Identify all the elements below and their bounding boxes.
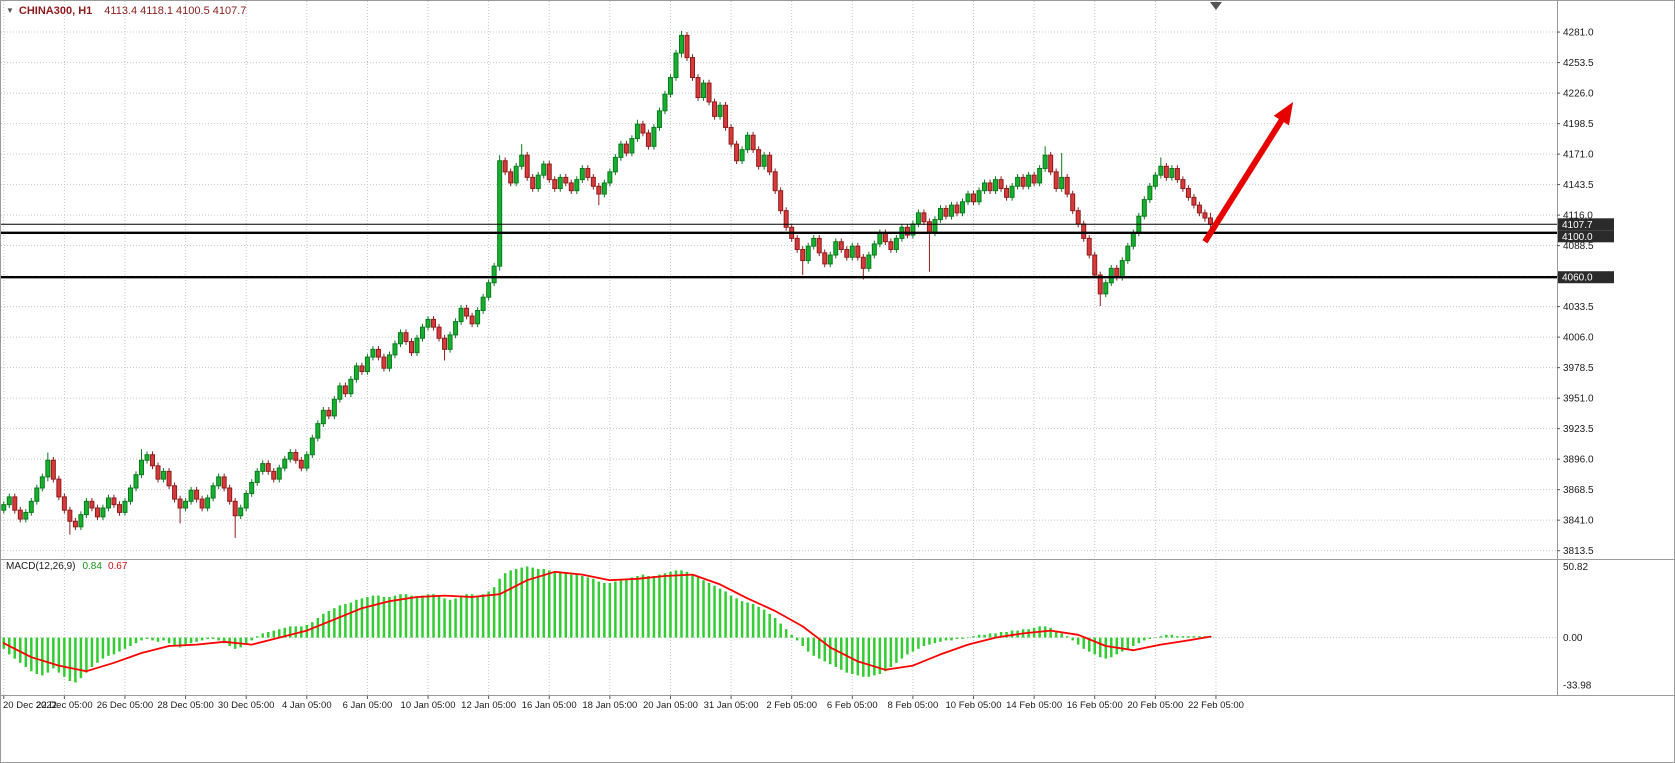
macd-signal-line xyxy=(2,570,1212,673)
svg-text:16 Feb 05:00: 16 Feb 05:00 xyxy=(1067,700,1123,711)
svg-text:2 Feb 05:00: 2 Feb 05:00 xyxy=(766,700,817,711)
macd-axis-label: 50.82 xyxy=(1563,562,1588,573)
macd-indicator-label: MACD(12,26,9) 0.84 0.67 xyxy=(6,561,127,572)
svg-text:16 Jan 05:00: 16 Jan 05:00 xyxy=(522,700,577,711)
svg-text:26 Dec 05:00: 26 Dec 05:00 xyxy=(97,700,154,711)
svg-text:20 Dec 2022: 20 Dec 2022 xyxy=(3,700,57,711)
price-axis-labels: 4281.0 4253.5 4226.0 4198.5 4171.0 4143.5 4116… xyxy=(1557,28,1594,557)
svg-text:4107.7: 4107.7 xyxy=(1562,220,1593,231)
svg-text:3868.5: 3868.5 xyxy=(1563,485,1594,496)
svg-text:4226.0: 4226.0 xyxy=(1563,89,1594,100)
svg-text:28 Dec 05:00: 28 Dec 05:00 xyxy=(157,700,214,711)
svg-text:12 Jan 05:00: 12 Jan 05:00 xyxy=(461,700,516,711)
svg-text:8 Feb 05:00: 8 Feb 05:00 xyxy=(888,700,939,711)
svg-text:20 Jan 05:00: 20 Jan 05:00 xyxy=(643,700,698,711)
macd-histogram xyxy=(2,566,1212,683)
trend-arrow[interactable] xyxy=(1202,101,1294,244)
svg-text:30 Dec 05:00: 30 Dec 05:00 xyxy=(218,700,275,711)
svg-text:18 Jan 05:00: 18 Jan 05:00 xyxy=(582,700,637,711)
svg-text:4100.0: 4100.0 xyxy=(1562,232,1593,243)
svg-text:10 Jan 05:00: 10 Jan 05:00 xyxy=(401,700,456,711)
svg-text:14 Feb 05:00: 14 Feb 05:00 xyxy=(1006,700,1062,711)
svg-text:4281.0: 4281.0 xyxy=(1563,28,1594,39)
price-badge-4100.0: 4100.0 xyxy=(1558,230,1614,243)
svg-text:6 Jan 05:00: 6 Jan 05:00 xyxy=(343,700,393,711)
svg-text:4006.0: 4006.0 xyxy=(1563,333,1594,344)
svg-text:31 Jan 05:00: 31 Jan 05:00 xyxy=(704,700,759,711)
svg-text:22 Feb 05:00: 22 Feb 05:00 xyxy=(1188,700,1244,711)
macd-axis-label: 0.00 xyxy=(1563,633,1583,644)
macd-name: MACD(12,26,9) xyxy=(6,561,76,572)
candles xyxy=(1,30,1213,538)
svg-text:22 Dec 05:00: 22 Dec 05:00 xyxy=(36,700,93,711)
symbol-dropdown-icon[interactable]: ▼ xyxy=(6,6,14,15)
macd-axis-label: -33.98 xyxy=(1563,681,1592,692)
svg-text:4171.0: 4171.0 xyxy=(1563,150,1594,161)
svg-text:3896.0: 3896.0 xyxy=(1563,455,1594,466)
macd-main-value: 0.84 xyxy=(82,561,102,572)
svg-text:3978.5: 3978.5 xyxy=(1563,363,1594,374)
pane-separators xyxy=(1,1,1674,696)
svg-text:4198.5: 4198.5 xyxy=(1563,119,1594,130)
ohlc-readout: 4113.4 4118.1 4100.5 4107.7 xyxy=(104,5,247,17)
macd-signal-value: 0.67 xyxy=(107,561,128,572)
chart-shift-marker[interactable] xyxy=(1209,2,1222,10)
svg-text:4143.5: 4143.5 xyxy=(1563,180,1594,191)
svg-text:3841.0: 3841.0 xyxy=(1563,516,1594,527)
svg-text:3951.0: 3951.0 xyxy=(1563,394,1594,405)
price-badge-4060.0: 4060.0 xyxy=(1558,271,1614,284)
svg-text:4088.5: 4088.5 xyxy=(1563,241,1594,252)
svg-text:4253.5: 4253.5 xyxy=(1563,58,1594,69)
horizontal-gridlines xyxy=(1,31,1557,639)
svg-text:4033.5: 4033.5 xyxy=(1563,302,1594,313)
svg-text:3923.5: 3923.5 xyxy=(1563,424,1594,435)
svg-text:4 Jan 05:00: 4 Jan 05:00 xyxy=(282,700,332,711)
svg-text:4116.0: 4116.0 xyxy=(1563,211,1593,222)
svg-text:4060.0: 4060.0 xyxy=(1562,273,1593,284)
svg-text:6 Feb 05:00: 6 Feb 05:00 xyxy=(827,700,878,711)
svg-text:3813.5: 3813.5 xyxy=(1563,546,1594,557)
svg-text:20 Feb 05:00: 20 Feb 05:00 xyxy=(1127,700,1183,711)
chart-header: ▼ CHINA300, H1 4113.4 4118.1 4100.5 4107.7 xyxy=(6,5,246,17)
chart-title: CHINA300, H1 xyxy=(18,5,93,17)
svg-text:10 Feb 05:00: 10 Feb 05:00 xyxy=(946,700,1002,711)
price-badge-4107.7: 4107.7 xyxy=(1558,218,1614,231)
